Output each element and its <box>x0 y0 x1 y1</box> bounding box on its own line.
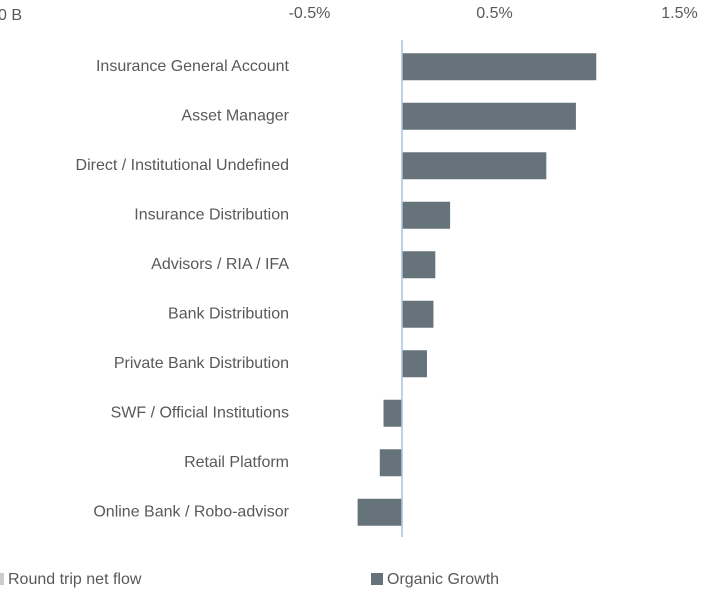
x-tick-label: 0.5% <box>476 5 512 22</box>
x-tick-label: 1.5% <box>661 5 697 22</box>
secondary-axis-label: 0 B <box>0 7 22 24</box>
legend-swatch <box>371 573 383 585</box>
legend-swatch <box>0 573 4 585</box>
y-tick-label: SWF / Official Institutions <box>111 404 289 421</box>
y-tick-label: Bank Distribution <box>168 305 289 322</box>
bar <box>402 350 427 378</box>
legend-label: Round trip net flow <box>8 571 142 588</box>
y-tick-label: Advisors / RIA / IFA <box>151 256 289 273</box>
bar <box>402 201 451 229</box>
bar <box>402 102 576 130</box>
y-tick-label: Insurance General Account <box>96 58 290 75</box>
bar <box>379 449 402 477</box>
bar <box>402 300 434 328</box>
x-tick-label: -0.5% <box>289 5 331 22</box>
bar <box>383 399 402 427</box>
bar <box>402 53 597 81</box>
y-tick-label: Private Bank Distribution <box>114 355 289 372</box>
bar <box>402 152 547 180</box>
bar <box>357 498 402 526</box>
y-tick-label: Direct / Institutional Undefined <box>76 157 289 174</box>
y-tick-label: Asset Manager <box>181 107 289 124</box>
legend-label: Organic Growth <box>387 571 499 588</box>
y-tick-label: Insurance Distribution <box>134 206 289 223</box>
bar <box>402 251 436 279</box>
y-tick-label: Retail Platform <box>184 454 289 471</box>
y-tick-label: Online Bank / Robo-advisor <box>93 503 289 520</box>
